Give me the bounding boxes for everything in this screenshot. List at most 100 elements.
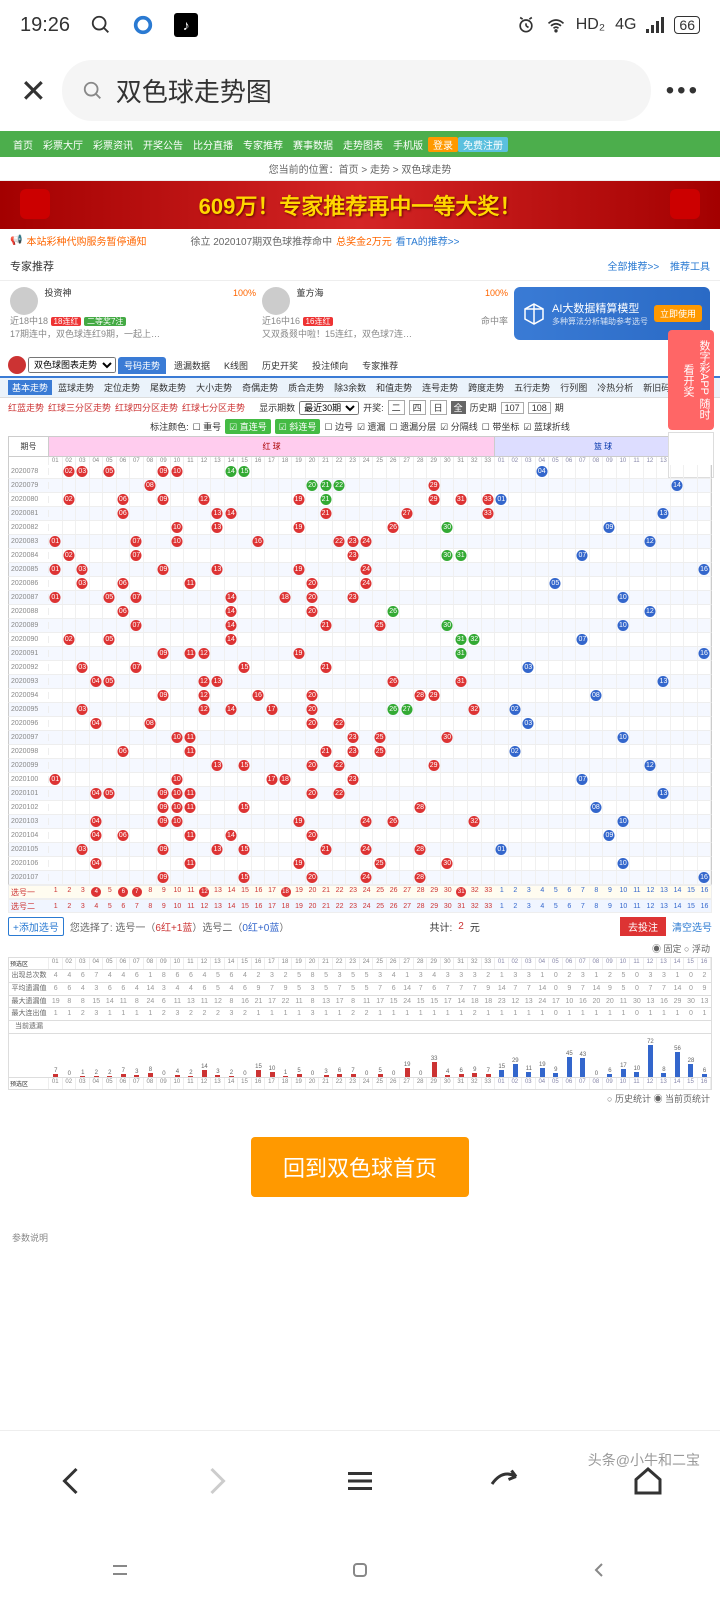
trend-cell[interactable]: [63, 773, 77, 786]
trend-cell[interactable]: [144, 829, 158, 842]
trend-cell[interactable]: [603, 857, 617, 870]
trend-cell[interactable]: [522, 465, 536, 478]
trend-cell[interactable]: [333, 773, 347, 786]
trend-cell[interactable]: [549, 745, 563, 758]
trend-cell[interactable]: 06: [117, 829, 131, 842]
trend-cell[interactable]: [549, 843, 563, 856]
trend-cell[interactable]: [495, 507, 509, 520]
trend-cell[interactable]: [454, 745, 468, 758]
trend-cell[interactable]: [144, 871, 158, 884]
trend-cell[interactable]: [211, 633, 225, 646]
sel-cell[interactable]: 4: [536, 903, 550, 910]
trend-cell[interactable]: [90, 577, 104, 590]
trend-cell[interactable]: [684, 605, 698, 618]
trend-cell[interactable]: [603, 619, 617, 632]
trend-cell[interactable]: [590, 787, 604, 800]
trend-cell[interactable]: [333, 591, 347, 604]
sel-cell[interactable]: 14: [225, 903, 239, 910]
trend-cell[interactable]: [563, 661, 577, 674]
trend-cell[interactable]: 10: [617, 857, 631, 870]
trend-cell[interactable]: [441, 787, 455, 800]
trend-cell[interactable]: 20: [306, 577, 320, 590]
trend-cell[interactable]: [76, 521, 90, 534]
trend-cell[interactable]: [373, 759, 387, 772]
trend-cell[interactable]: [373, 465, 387, 478]
trend-cell[interactable]: [144, 857, 158, 870]
trend-cell[interactable]: 03: [76, 661, 90, 674]
trend-cell[interactable]: [238, 647, 252, 660]
trend-cell[interactable]: [414, 493, 428, 506]
trend-cell[interactable]: [441, 703, 455, 716]
trend-cell[interactable]: [157, 857, 171, 870]
trend-cell[interactable]: [414, 619, 428, 632]
trend-cell[interactable]: [522, 871, 536, 884]
trend-cell[interactable]: [157, 479, 171, 492]
ai-use-button[interactable]: 立即使用: [654, 305, 702, 322]
trend-cell[interactable]: 24: [360, 577, 374, 590]
trend-cell[interactable]: [536, 521, 550, 534]
trend-cell[interactable]: [63, 661, 77, 674]
trend-cell[interactable]: [536, 871, 550, 884]
trend-cell[interactable]: [590, 661, 604, 674]
trend-cell[interactable]: [346, 479, 360, 492]
trend-cell[interactable]: 04: [90, 787, 104, 800]
trend-cell[interactable]: [414, 633, 428, 646]
trend-cell[interactable]: [225, 745, 239, 758]
trend-cell[interactable]: 11: [184, 829, 198, 842]
trend-cell[interactable]: 21: [319, 745, 333, 758]
trend-cell[interactable]: 23: [346, 591, 360, 604]
trend-cell[interactable]: [482, 759, 496, 772]
sel-cell[interactable]: 2: [63, 903, 77, 910]
trend-cell[interactable]: [346, 843, 360, 856]
trend-cell[interactable]: [671, 717, 685, 730]
sel-cell[interactable]: 23: [346, 903, 360, 910]
sel-cell[interactable]: 10: [171, 887, 185, 897]
trend-cell[interactable]: 24: [360, 563, 374, 576]
trend-cell[interactable]: [387, 619, 401, 632]
trend-cell[interactable]: [90, 773, 104, 786]
trend-cell[interactable]: [360, 731, 374, 744]
trend-cell[interactable]: [468, 591, 482, 604]
trend-cell[interactable]: [427, 731, 441, 744]
trend-cell[interactable]: [292, 871, 306, 884]
trend-cell[interactable]: [103, 563, 117, 576]
trend-cell[interactable]: [103, 647, 117, 660]
trend-cell[interactable]: [509, 577, 523, 590]
trend-cell[interactable]: 12: [198, 689, 212, 702]
trend-cell[interactable]: [63, 731, 77, 744]
trend-cell[interactable]: [482, 465, 496, 478]
trend-cell[interactable]: [684, 675, 698, 688]
trend-cell[interactable]: [333, 549, 347, 562]
trend-cell[interactable]: 10: [617, 619, 631, 632]
trend-cell[interactable]: [684, 563, 698, 576]
trend-cell[interactable]: [468, 857, 482, 870]
trend-cell[interactable]: [292, 605, 306, 618]
trend-cell[interactable]: [576, 605, 590, 618]
trend-cell[interactable]: [265, 871, 279, 884]
trend-cell[interactable]: [198, 717, 212, 730]
trend-cell[interactable]: [630, 549, 644, 562]
trend-cell[interactable]: [184, 759, 198, 772]
trend-cell[interactable]: [279, 619, 293, 632]
trend-cell[interactable]: 19: [292, 857, 306, 870]
trend-cell[interactable]: [684, 843, 698, 856]
trend-cell[interactable]: [387, 759, 401, 772]
sel-cell[interactable]: 11: [184, 887, 198, 897]
trend-cell[interactable]: 27: [400, 507, 414, 520]
trend-cell[interactable]: [211, 661, 225, 674]
trend-cell[interactable]: [333, 563, 347, 576]
trend-cell[interactable]: [441, 647, 455, 660]
trend-cell[interactable]: [292, 773, 306, 786]
trend-cell[interactable]: 20: [306, 591, 320, 604]
trend-cell[interactable]: 17: [265, 703, 279, 716]
trend-cell[interactable]: [495, 871, 509, 884]
trend-cell[interactable]: [454, 801, 468, 814]
trend-cell[interactable]: 20: [306, 787, 320, 800]
sel-cell[interactable]: 8: [144, 903, 158, 910]
trend-cell[interactable]: [130, 633, 144, 646]
marker-opt[interactable]: ☑ 分隔线: [440, 420, 478, 433]
trend-cell[interactable]: [265, 759, 279, 772]
trend-cell[interactable]: [90, 801, 104, 814]
trend-cell[interactable]: [387, 507, 401, 520]
trend-cell[interactable]: 17: [265, 773, 279, 786]
